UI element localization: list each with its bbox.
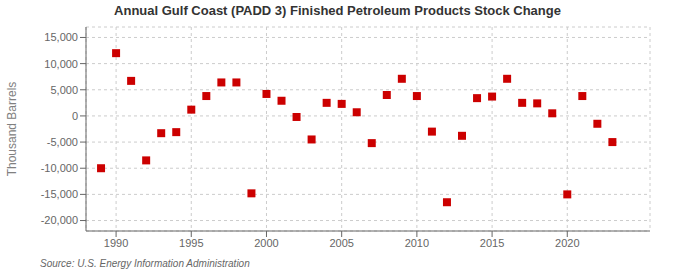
svg-text:Thousand Barrels: Thousand Barrels — [8, 82, 19, 177]
svg-text:1995: 1995 — [179, 237, 203, 249]
svg-text:-5,000: -5,000 — [47, 136, 78, 148]
html-text:Source: U.S. Energy Informatio: Source: U.S. Energy Information Administ… — [40, 258, 250, 269]
svg-text:-20,000: -20,000 — [41, 214, 78, 226]
svg-text:-10,000: -10,000 — [41, 162, 78, 174]
html-text:Annual Gulf Coast (PADD 3) Fin: Annual Gulf Coast (PADD 3) Finished Petr… — [114, 3, 561, 18]
svg-text:2020: 2020 — [555, 237, 579, 249]
svg-text:2000: 2000 — [254, 237, 278, 249]
svg-text:2010: 2010 — [405, 237, 429, 249]
svg-text:5,000: 5,000 — [50, 84, 78, 96]
svg-text:-15,000: -15,000 — [41, 188, 78, 200]
svg-text:2015: 2015 — [480, 237, 504, 249]
svg-text:10,000: 10,000 — [44, 58, 78, 70]
svg-text:1990: 1990 — [104, 237, 128, 249]
svg-text:0: 0 — [72, 110, 78, 122]
svg-text:15,000: 15,000 — [44, 31, 78, 43]
svg-text:2005: 2005 — [329, 237, 353, 249]
